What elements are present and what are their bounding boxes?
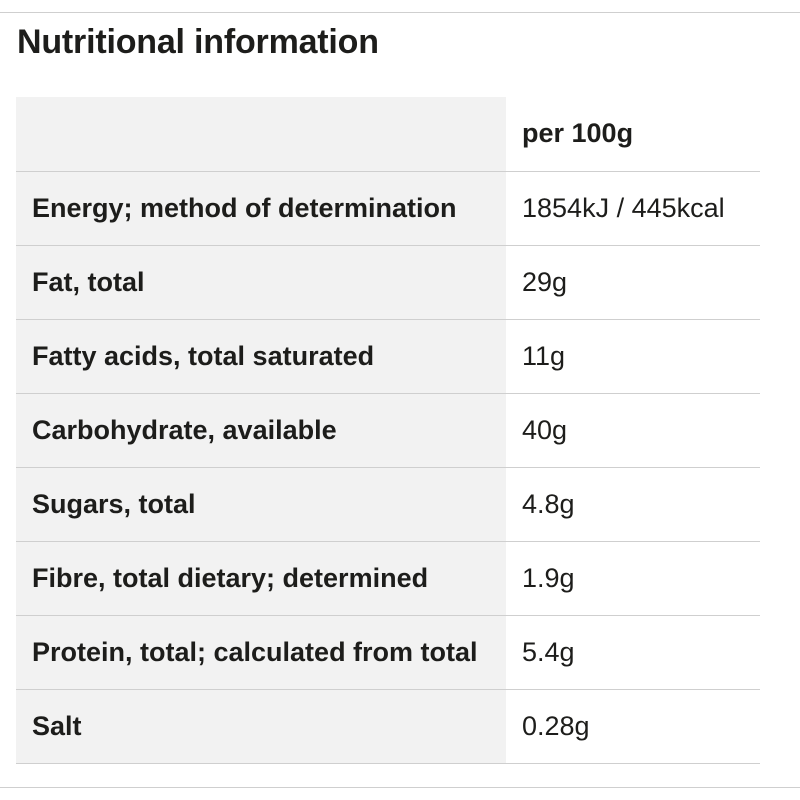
nutrient-label: Energy; method of determination: [16, 171, 506, 246]
nutrient-value: 40g: [506, 393, 760, 468]
table-row: Salt 0.28g: [16, 689, 760, 764]
nutrient-label: Carbohydrate, available: [16, 393, 506, 468]
table-row: Fibre, total dietary; determined 1.9g: [16, 541, 760, 616]
nutrient-value: 11g: [506, 319, 760, 394]
nutrient-value: 1854kJ / 445kcal: [506, 171, 760, 246]
nutrient-value: 4.8g: [506, 467, 760, 542]
nutrition-table: per 100g Energy; method of determination…: [16, 97, 760, 764]
table-row: Carbohydrate, available 40g: [16, 393, 760, 468]
table-row: Energy; method of determination 1854kJ /…: [16, 171, 760, 246]
nutrient-value: 29g: [506, 245, 760, 320]
nutrient-value: 1.9g: [506, 541, 760, 616]
nutrient-value: 5.4g: [506, 615, 760, 690]
top-divider: [0, 12, 800, 13]
section-title: Nutritional information: [17, 23, 379, 61]
table-header-row: per 100g: [16, 97, 760, 172]
nutrient-label: Protein, total; calculated from total: [16, 615, 506, 690]
bottom-divider: [0, 787, 800, 788]
header-label-cell: [16, 97, 506, 172]
table-row: Protein, total; calculated from total 5.…: [16, 615, 760, 690]
nutrient-label: Sugars, total: [16, 467, 506, 542]
nutrient-label: Fibre, total dietary; determined: [16, 541, 506, 616]
table-row: Sugars, total 4.8g: [16, 467, 760, 542]
nutrient-label: Fatty acids, total saturated: [16, 319, 506, 394]
table-row: Fat, total 29g: [16, 245, 760, 320]
nutrient-label: Fat, total: [16, 245, 506, 320]
nutrient-value: 0.28g: [506, 689, 760, 764]
table-row: Fatty acids, total saturated 11g: [16, 319, 760, 394]
nutrient-label: Salt: [16, 689, 506, 764]
header-per-100g: per 100g: [506, 97, 760, 172]
